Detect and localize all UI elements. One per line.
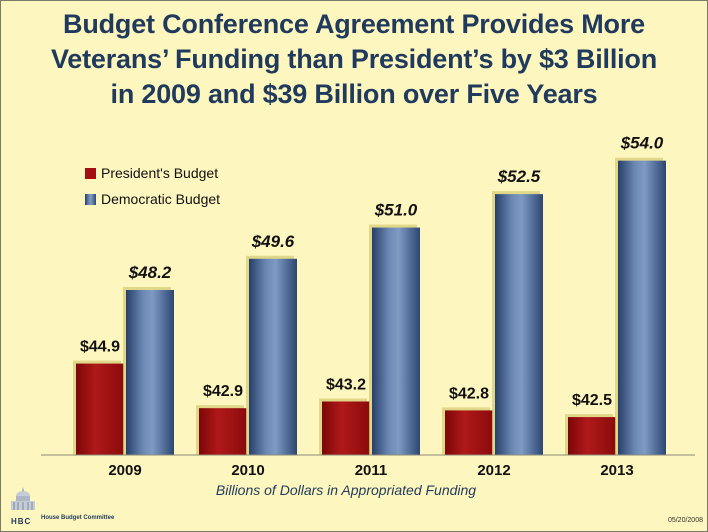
date-stamp: 05/20/2008 bbox=[667, 517, 703, 524]
bar-democratic-2013 bbox=[618, 160, 666, 456]
x-tick-2013: 2013 bbox=[600, 462, 633, 479]
capitol-logo-icon bbox=[11, 487, 35, 510]
title-line-2: Veterans’ Funding than President’s by $3… bbox=[50, 44, 658, 74]
x-tick-2010: 2010 bbox=[231, 462, 264, 479]
legend-label-democratic: Democratic Budget bbox=[101, 191, 220, 207]
bar-presidents-2012 bbox=[445, 410, 493, 455]
label-democratic-2012: $52.5 bbox=[497, 167, 541, 186]
committee-name: House Budget Committee bbox=[41, 515, 115, 521]
label-presidents-2012: $42.8 bbox=[449, 385, 489, 402]
label-democratic-2010: $49.6 bbox=[251, 232, 295, 251]
bar-democratic-2009 bbox=[126, 290, 174, 455]
bars-layer bbox=[73, 157, 666, 456]
legend-swatch-democratic bbox=[85, 194, 96, 205]
label-presidents-2011: $43.2 bbox=[326, 376, 366, 393]
title-line-3: in 2009 and $39 Billion over Five Years bbox=[110, 79, 598, 109]
bar-democratic-2012 bbox=[495, 194, 543, 455]
label-democratic-2013: $54.0 bbox=[620, 134, 664, 153]
label-democratic-2009: $48.2 bbox=[128, 263, 172, 282]
hbc-logo-text: HBC bbox=[11, 517, 32, 526]
bar-democratic-2011 bbox=[372, 227, 420, 455]
bar-presidents-2010 bbox=[199, 408, 247, 455]
x-tick-2011: 2011 bbox=[355, 462, 388, 479]
label-presidents-2010: $42.9 bbox=[203, 383, 243, 400]
bar-presidents-2013 bbox=[568, 417, 616, 455]
label-presidents-2013: $42.5 bbox=[572, 392, 612, 409]
bar-democratic-2010 bbox=[249, 258, 297, 455]
x-tick-2009: 2009 bbox=[108, 462, 141, 479]
x-axis-label: Billions of Dollars in Appropriated Fund… bbox=[216, 482, 476, 498]
legend-swatch-presidents bbox=[85, 168, 96, 179]
x-tick-2012: 2012 bbox=[477, 462, 510, 479]
title-line-1: Budget Conference Agreement Provides Mor… bbox=[63, 9, 645, 39]
label-presidents-2009: $44.9 bbox=[80, 339, 120, 356]
chart-title: Budget Conference Agreement Provides Mor… bbox=[1, 7, 707, 112]
legend: President's Budget Democratic Budget bbox=[85, 165, 220, 207]
bar-presidents-2011 bbox=[322, 401, 370, 455]
x-tick-labels: 2009 2010 2011 2012 2013 bbox=[108, 462, 633, 479]
label-democratic-2011: $51.0 bbox=[374, 201, 418, 220]
labels-layer: $44.9 $48.2 $42.9 $49.6 $43.2 $51.0 $42.8 $52.5… bbox=[80, 134, 664, 409]
bar-presidents-2009 bbox=[76, 363, 124, 455]
legend-label-presidents: President's Budget bbox=[101, 165, 218, 181]
